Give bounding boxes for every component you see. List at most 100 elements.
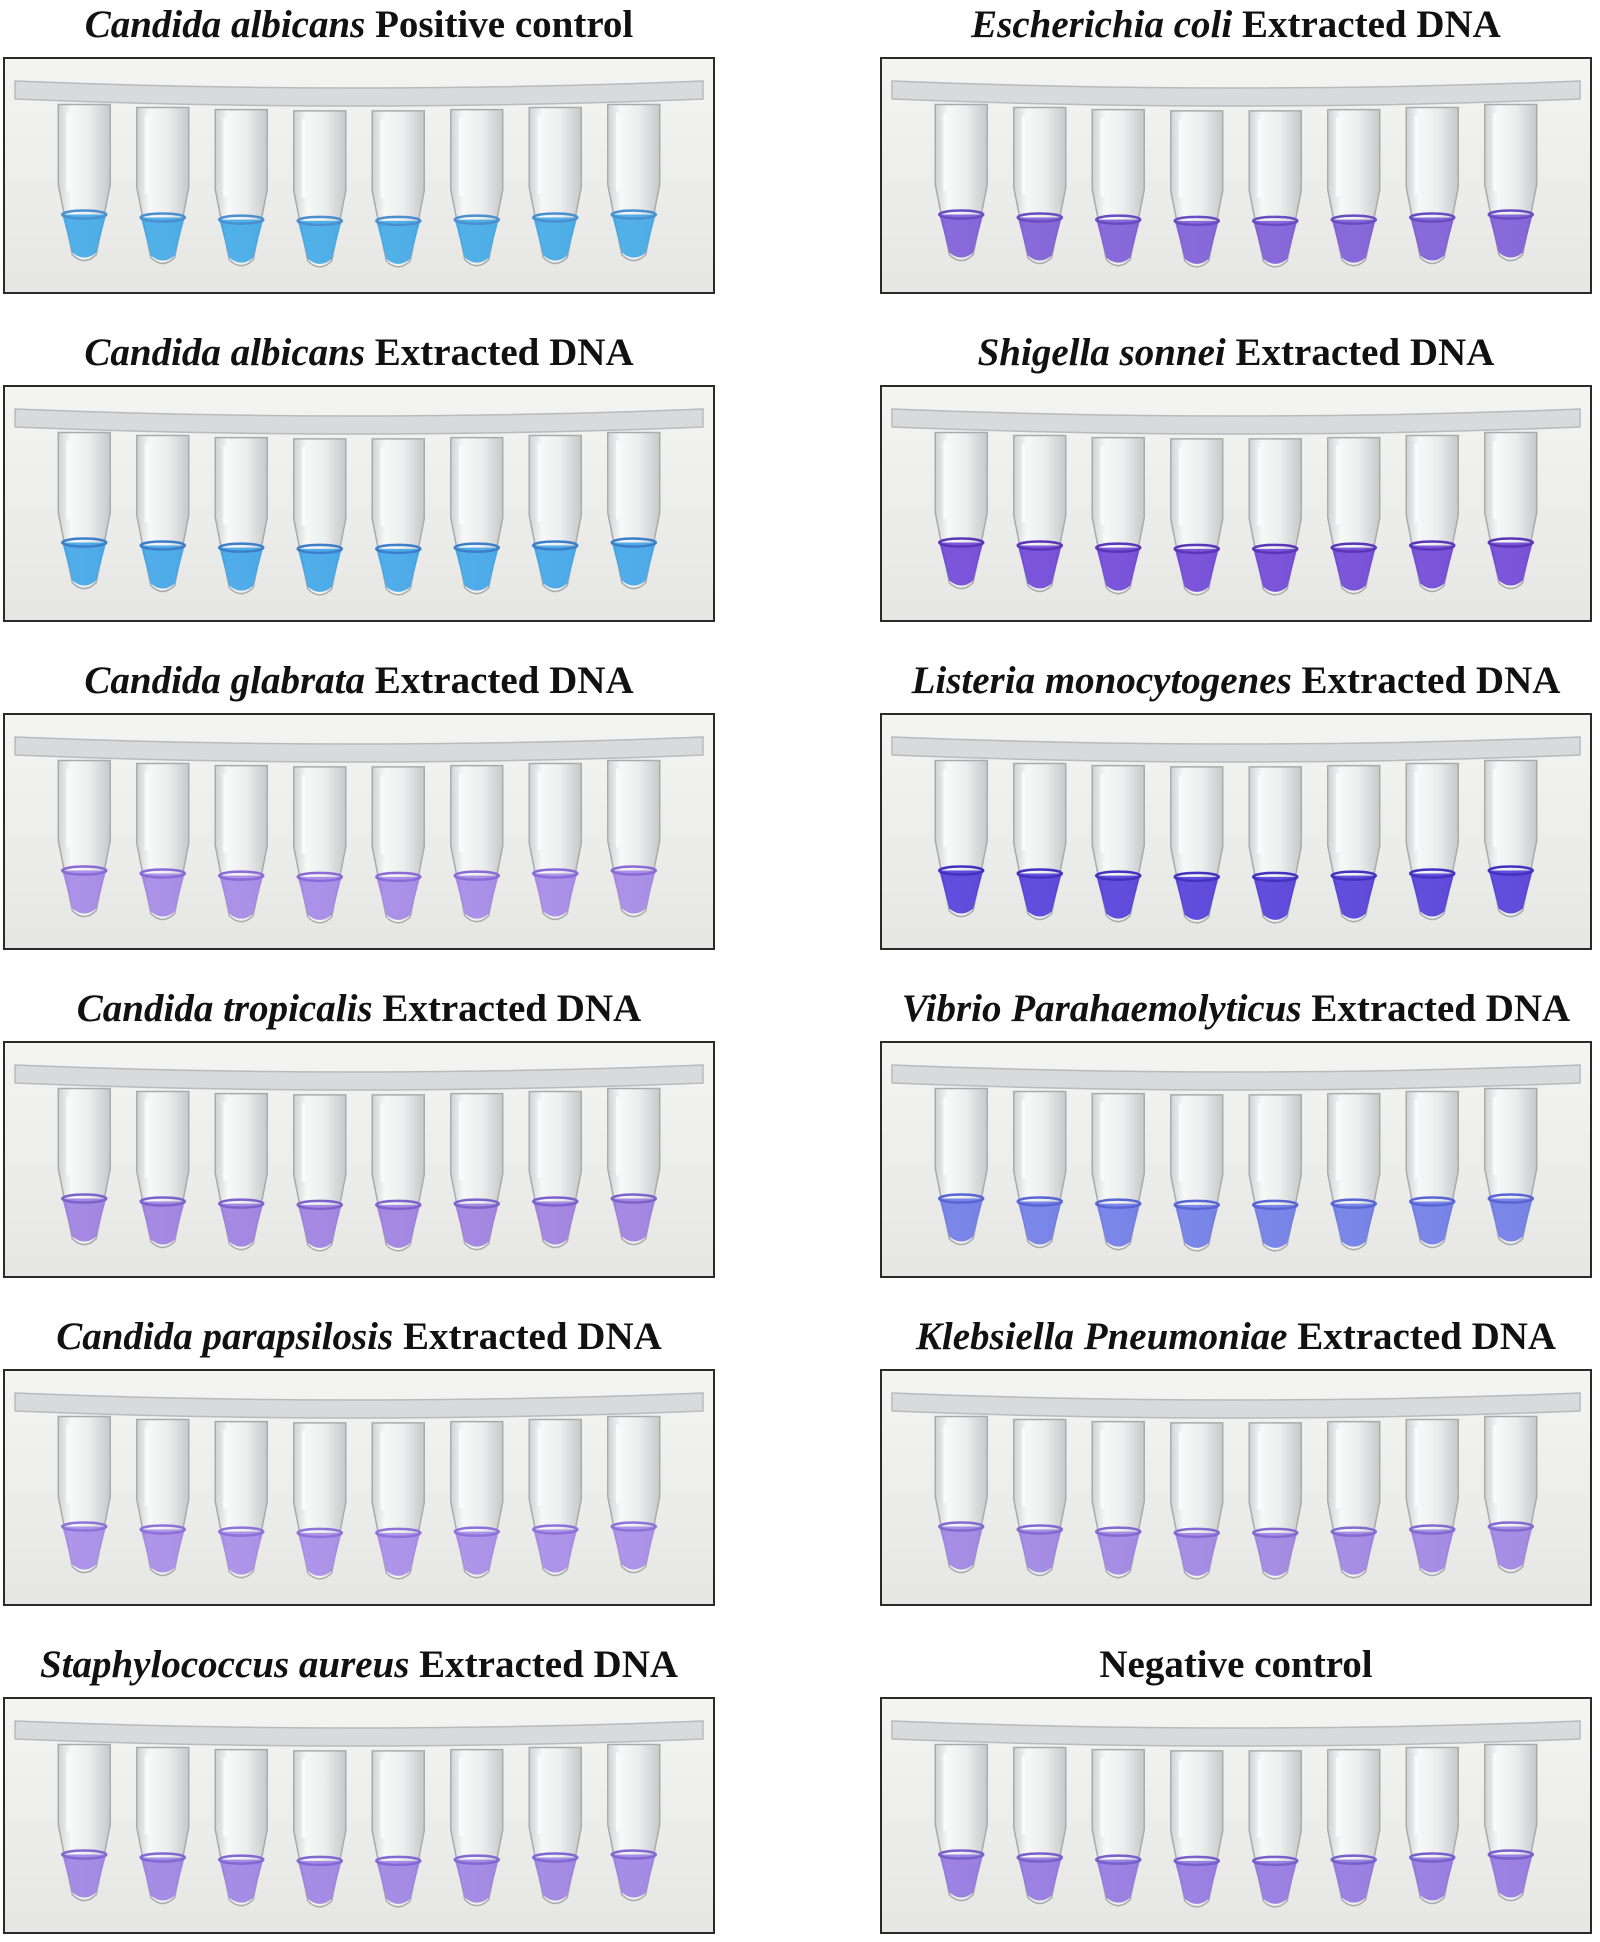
pcr-tube bbox=[293, 1094, 347, 1252]
pcr-tube bbox=[934, 1087, 988, 1246]
pcr-tube bbox=[1405, 106, 1459, 265]
species-name: Shigella sonnei bbox=[977, 331, 1226, 374]
pcr-tube bbox=[1484, 759, 1538, 918]
panel-title: Candida albicans Extracted DNA bbox=[3, 330, 715, 380]
tube-strip-image bbox=[882, 59, 1590, 292]
pcr-tube bbox=[1484, 1087, 1538, 1246]
tube-strip-image bbox=[882, 715, 1590, 948]
sample-type: Extracted DNA bbox=[382, 987, 642, 1030]
figure-panel: Listeria monocytogenes Extracted DNA bbox=[880, 658, 1592, 950]
sample-type: Extracted DNA bbox=[374, 659, 634, 702]
sample-type: Extracted DNA bbox=[1311, 987, 1571, 1030]
tube-strip-photo bbox=[880, 57, 1592, 294]
title-gap bbox=[373, 987, 383, 1030]
species-name: Candida tropicalis bbox=[76, 987, 373, 1030]
panel-title: Vibrio Parahaemolyticus Extracted DNA bbox=[880, 986, 1592, 1036]
pcr-tube bbox=[450, 108, 504, 267]
cap-strip bbox=[891, 1392, 1581, 1419]
pcr-tube bbox=[1091, 436, 1145, 595]
pcr-tube bbox=[1091, 1420, 1145, 1579]
pcr-tube bbox=[1170, 438, 1224, 596]
pcr-tube bbox=[607, 431, 661, 590]
pcr-tube bbox=[450, 1092, 504, 1251]
pcr-tube bbox=[57, 1087, 111, 1246]
pcr-tube bbox=[371, 1094, 425, 1252]
panel-title: Negative control bbox=[880, 1642, 1592, 1692]
tube-strip-photo bbox=[880, 385, 1592, 622]
species-name: Candida parapsilosis bbox=[56, 1315, 394, 1358]
title-gap bbox=[1287, 1315, 1297, 1358]
pcr-tube bbox=[293, 438, 347, 596]
pcr-tube bbox=[450, 1748, 504, 1907]
pcr-tube bbox=[1091, 1092, 1145, 1251]
figure-panel: Candida albicans Positive control bbox=[3, 2, 715, 294]
pcr-tube bbox=[1013, 1746, 1067, 1905]
tube-strip-photo bbox=[3, 1369, 715, 1606]
pcr-tube bbox=[371, 438, 425, 596]
pcr-tube bbox=[1248, 1750, 1302, 1908]
pcr-tube bbox=[1405, 1418, 1459, 1577]
pcr-tube bbox=[1327, 1092, 1381, 1251]
cap-strip bbox=[891, 80, 1581, 107]
title-gap bbox=[1292, 659, 1302, 702]
cap-strip bbox=[891, 1064, 1581, 1091]
tube-strip-photo bbox=[880, 1041, 1592, 1278]
pcr-tube bbox=[214, 1748, 268, 1907]
panel-title: Shigella sonnei Extracted DNA bbox=[880, 330, 1592, 380]
tube-strip-image bbox=[882, 1043, 1590, 1276]
species-name: Candida glabrata bbox=[84, 659, 366, 702]
species-name: Listeria monocytogenes bbox=[911, 659, 1292, 702]
pcr-tube bbox=[450, 436, 504, 595]
pcr-tube bbox=[528, 434, 582, 593]
figure-panel: Negative control bbox=[880, 1642, 1592, 1934]
pcr-tube bbox=[1327, 1748, 1381, 1907]
pcr-tube bbox=[528, 762, 582, 921]
cap-strip bbox=[14, 736, 704, 763]
pcr-tube bbox=[934, 1415, 988, 1574]
sample-type: Extracted DNA bbox=[1297, 1315, 1557, 1358]
pcr-tube bbox=[136, 434, 190, 593]
sample-type: Extracted DNA bbox=[1241, 3, 1501, 46]
pcr-tube bbox=[1170, 1422, 1224, 1580]
figure-panel: Klebsiella Pneumoniae Extracted DNA bbox=[880, 1314, 1592, 1606]
pcr-tube bbox=[214, 1092, 268, 1251]
pcr-tube bbox=[1013, 1090, 1067, 1249]
sample-type: Extracted DNA bbox=[1235, 331, 1495, 374]
sample-type: Negative control bbox=[1099, 1643, 1373, 1686]
pcr-tube bbox=[528, 1746, 582, 1905]
pcr-tube bbox=[136, 1418, 190, 1577]
pcr-tube bbox=[57, 1415, 111, 1574]
tube-strip-photo bbox=[880, 1697, 1592, 1934]
pcr-tube bbox=[1091, 1748, 1145, 1907]
pcr-tube bbox=[934, 1743, 988, 1902]
sample-type: Extracted DNA bbox=[1301, 659, 1561, 702]
pcr-tube bbox=[1170, 1750, 1224, 1908]
cap-strip bbox=[14, 80, 704, 107]
tube-strip-photo bbox=[3, 1697, 715, 1934]
pcr-tube bbox=[607, 1415, 661, 1574]
tube-strip-image bbox=[882, 1699, 1590, 1932]
pcr-tube bbox=[1170, 1094, 1224, 1252]
pcr-tube bbox=[371, 110, 425, 268]
panel-title: Candida parapsilosis Extracted DNA bbox=[3, 1314, 715, 1364]
figure-panel: Candida glabrata Extracted DNA bbox=[3, 658, 715, 950]
panel-title: Listeria monocytogenes Extracted DNA bbox=[880, 658, 1592, 708]
panel-title: Candida glabrata Extracted DNA bbox=[3, 658, 715, 708]
panel-title: Escherichia coli Extracted DNA bbox=[880, 2, 1592, 52]
pcr-tube bbox=[57, 103, 111, 262]
pcr-tube bbox=[934, 431, 988, 590]
title-gap bbox=[1232, 3, 1242, 46]
pcr-tube bbox=[1484, 431, 1538, 590]
pcr-tube bbox=[1327, 436, 1381, 595]
figure-panel: Vibrio Parahaemolyticus Extracted DNA bbox=[880, 986, 1592, 1278]
pcr-tube bbox=[1484, 103, 1538, 262]
pcr-tube bbox=[1405, 1090, 1459, 1249]
tube-strip-image bbox=[5, 1699, 713, 1932]
pcr-tube bbox=[450, 1420, 504, 1579]
pcr-tube bbox=[293, 1750, 347, 1908]
tube-strip-image bbox=[5, 1371, 713, 1604]
pcr-tube bbox=[1405, 1746, 1459, 1905]
pcr-tube bbox=[1405, 762, 1459, 921]
species-name: Escherichia coli bbox=[971, 3, 1233, 46]
figure-panel: Escherichia coli Extracted DNA bbox=[880, 2, 1592, 294]
